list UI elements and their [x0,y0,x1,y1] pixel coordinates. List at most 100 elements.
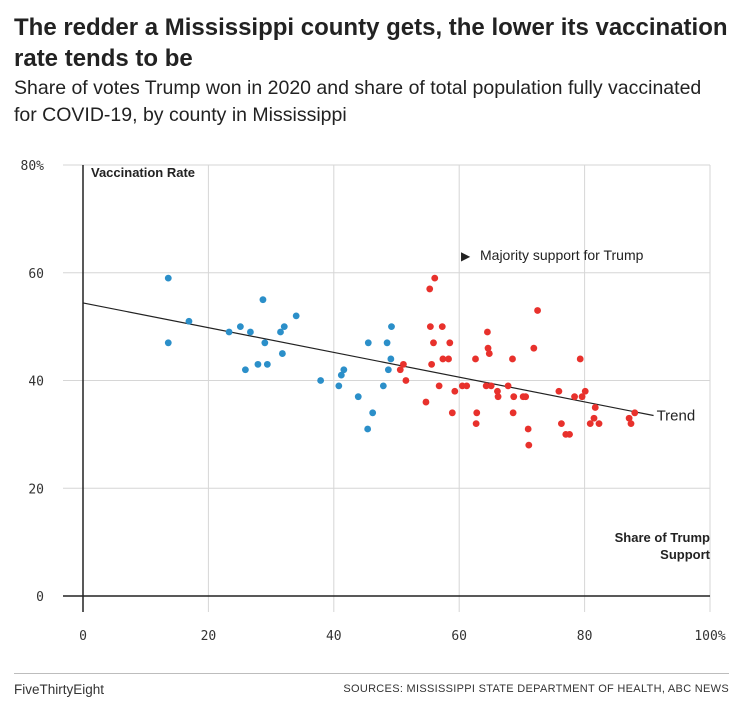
data-point [430,339,437,347]
data-point [448,409,456,417]
data-point [164,274,172,282]
grid-layer [63,164,711,612]
data-point [509,409,517,417]
data-point [185,317,193,325]
annotation-label: Majority support for Trump [480,247,644,263]
data-point [431,274,439,282]
data-point [494,387,501,395]
data-point [509,355,516,363]
data-point [387,355,395,363]
y-tick-label: 40 [28,375,44,390]
data-point [263,360,271,368]
data-point [364,425,372,433]
y-tick-label: 0 [36,590,44,605]
data-point [261,339,269,347]
data-point [225,328,233,336]
data-point [451,387,459,395]
data-point [399,360,407,368]
data-point [510,393,518,401]
data-point [590,414,598,422]
data-point [335,382,343,390]
data-point [494,393,502,401]
data-point [396,366,404,374]
data-point [445,355,452,363]
data-point [422,398,430,406]
data-point [484,328,491,336]
data-point [236,323,244,331]
data-point [463,382,471,390]
y-tick-label: 20 [28,482,44,497]
data-point [522,393,530,401]
data-point [426,285,434,293]
x-tick-label: 60 [451,629,467,644]
data-point [555,387,563,395]
trend-label: Trend [657,408,696,425]
data-point [473,409,481,417]
scatter-chart: 0 20 40 60 80% 0 20 40 60 80 100% Trend Vaccination … [21,159,726,644]
axis-layer [63,165,710,612]
sources-note: SOURCES: MISSISSIPPI STATE DEPARTMENT OF… [343,683,729,695]
data-point [625,414,633,422]
data-point [340,366,348,374]
data-point [354,393,362,401]
data-point [487,382,495,390]
data-point [571,393,578,401]
data-point [472,420,480,427]
x-tick-label: 0 [79,629,87,644]
data-point [530,344,538,352]
data-point [485,350,493,357]
data-point [439,355,447,363]
footer-divider [14,673,729,674]
y-axis-title: Vaccination Rate [91,165,195,180]
data-point [280,323,288,331]
data-point [525,441,533,449]
data-point [435,382,443,390]
data-point [472,355,479,363]
data-point [426,323,434,331]
data-point [379,382,387,390]
data-point [317,377,325,384]
data-point [388,323,395,331]
data-point [428,360,436,368]
data-point [438,323,446,331]
annotation-marker-icon: ▶ [461,249,471,263]
data-point [524,425,532,433]
x-axis-title-line: Share of Trump [615,530,710,545]
data-point [278,350,286,357]
data-point [446,339,454,347]
data-point [586,420,594,427]
data-point [369,409,377,417]
data-point [578,393,586,401]
data-point [364,339,372,347]
data-point [631,409,639,417]
data-point [534,307,541,314]
point-layer [164,274,639,449]
chart-title: The redder a Mississippi county gets, th… [14,14,728,72]
trend-line [82,302,654,417]
data-point [241,366,249,374]
data-point [383,339,391,347]
data-point [576,355,584,363]
y-tick-label: 60 [28,267,44,282]
data-point [558,420,565,427]
trend-layer [82,302,654,417]
data-point [292,312,300,320]
x-tick-label: 40 [326,629,342,644]
data-point [627,420,635,427]
data-point [254,360,262,368]
x-axis-title-line: Support [660,547,710,562]
data-point [247,328,254,336]
x-tick-label: 100% [694,629,725,644]
data-point [581,387,589,395]
data-point [337,371,345,379]
x-tick-label: 20 [201,629,217,644]
data-point [277,328,284,336]
data-point [595,420,603,427]
data-point [482,382,490,390]
x-tick-label: 80 [577,629,593,644]
data-point [484,344,492,352]
label-layer: 0 20 40 60 80% 0 20 40 60 80 100% Trend Vaccination … [21,159,726,644]
chart-subtitle: Share of votes Trump won in 2020 and sha… [14,77,702,126]
data-point [384,366,392,374]
data-point [164,339,172,347]
